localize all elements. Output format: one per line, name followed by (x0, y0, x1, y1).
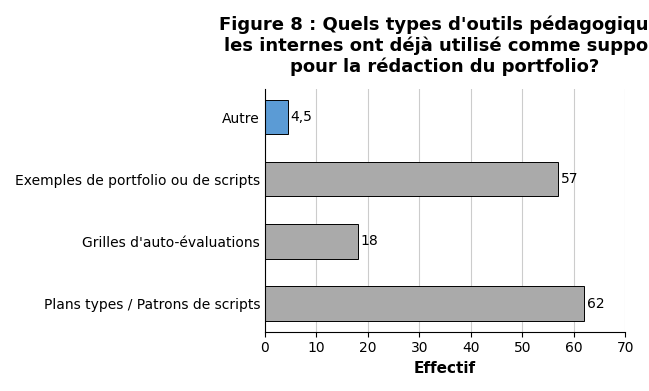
Bar (265, 100, 288, 134)
X-axis label: Effectif: Effectif (414, 361, 476, 376)
Bar (265, 162, 558, 196)
Bar (265, 287, 584, 321)
Text: 57: 57 (561, 172, 578, 186)
Text: 18: 18 (360, 235, 378, 248)
Bar (265, 224, 358, 258)
Text: 4,5: 4,5 (291, 110, 313, 124)
Text: 62: 62 (587, 297, 604, 310)
Title: Figure 8 : Quels types d'outils pédagogiques
les internes ont déjà utilisé comme: Figure 8 : Quels types d'outils pédagogi… (219, 15, 649, 76)
